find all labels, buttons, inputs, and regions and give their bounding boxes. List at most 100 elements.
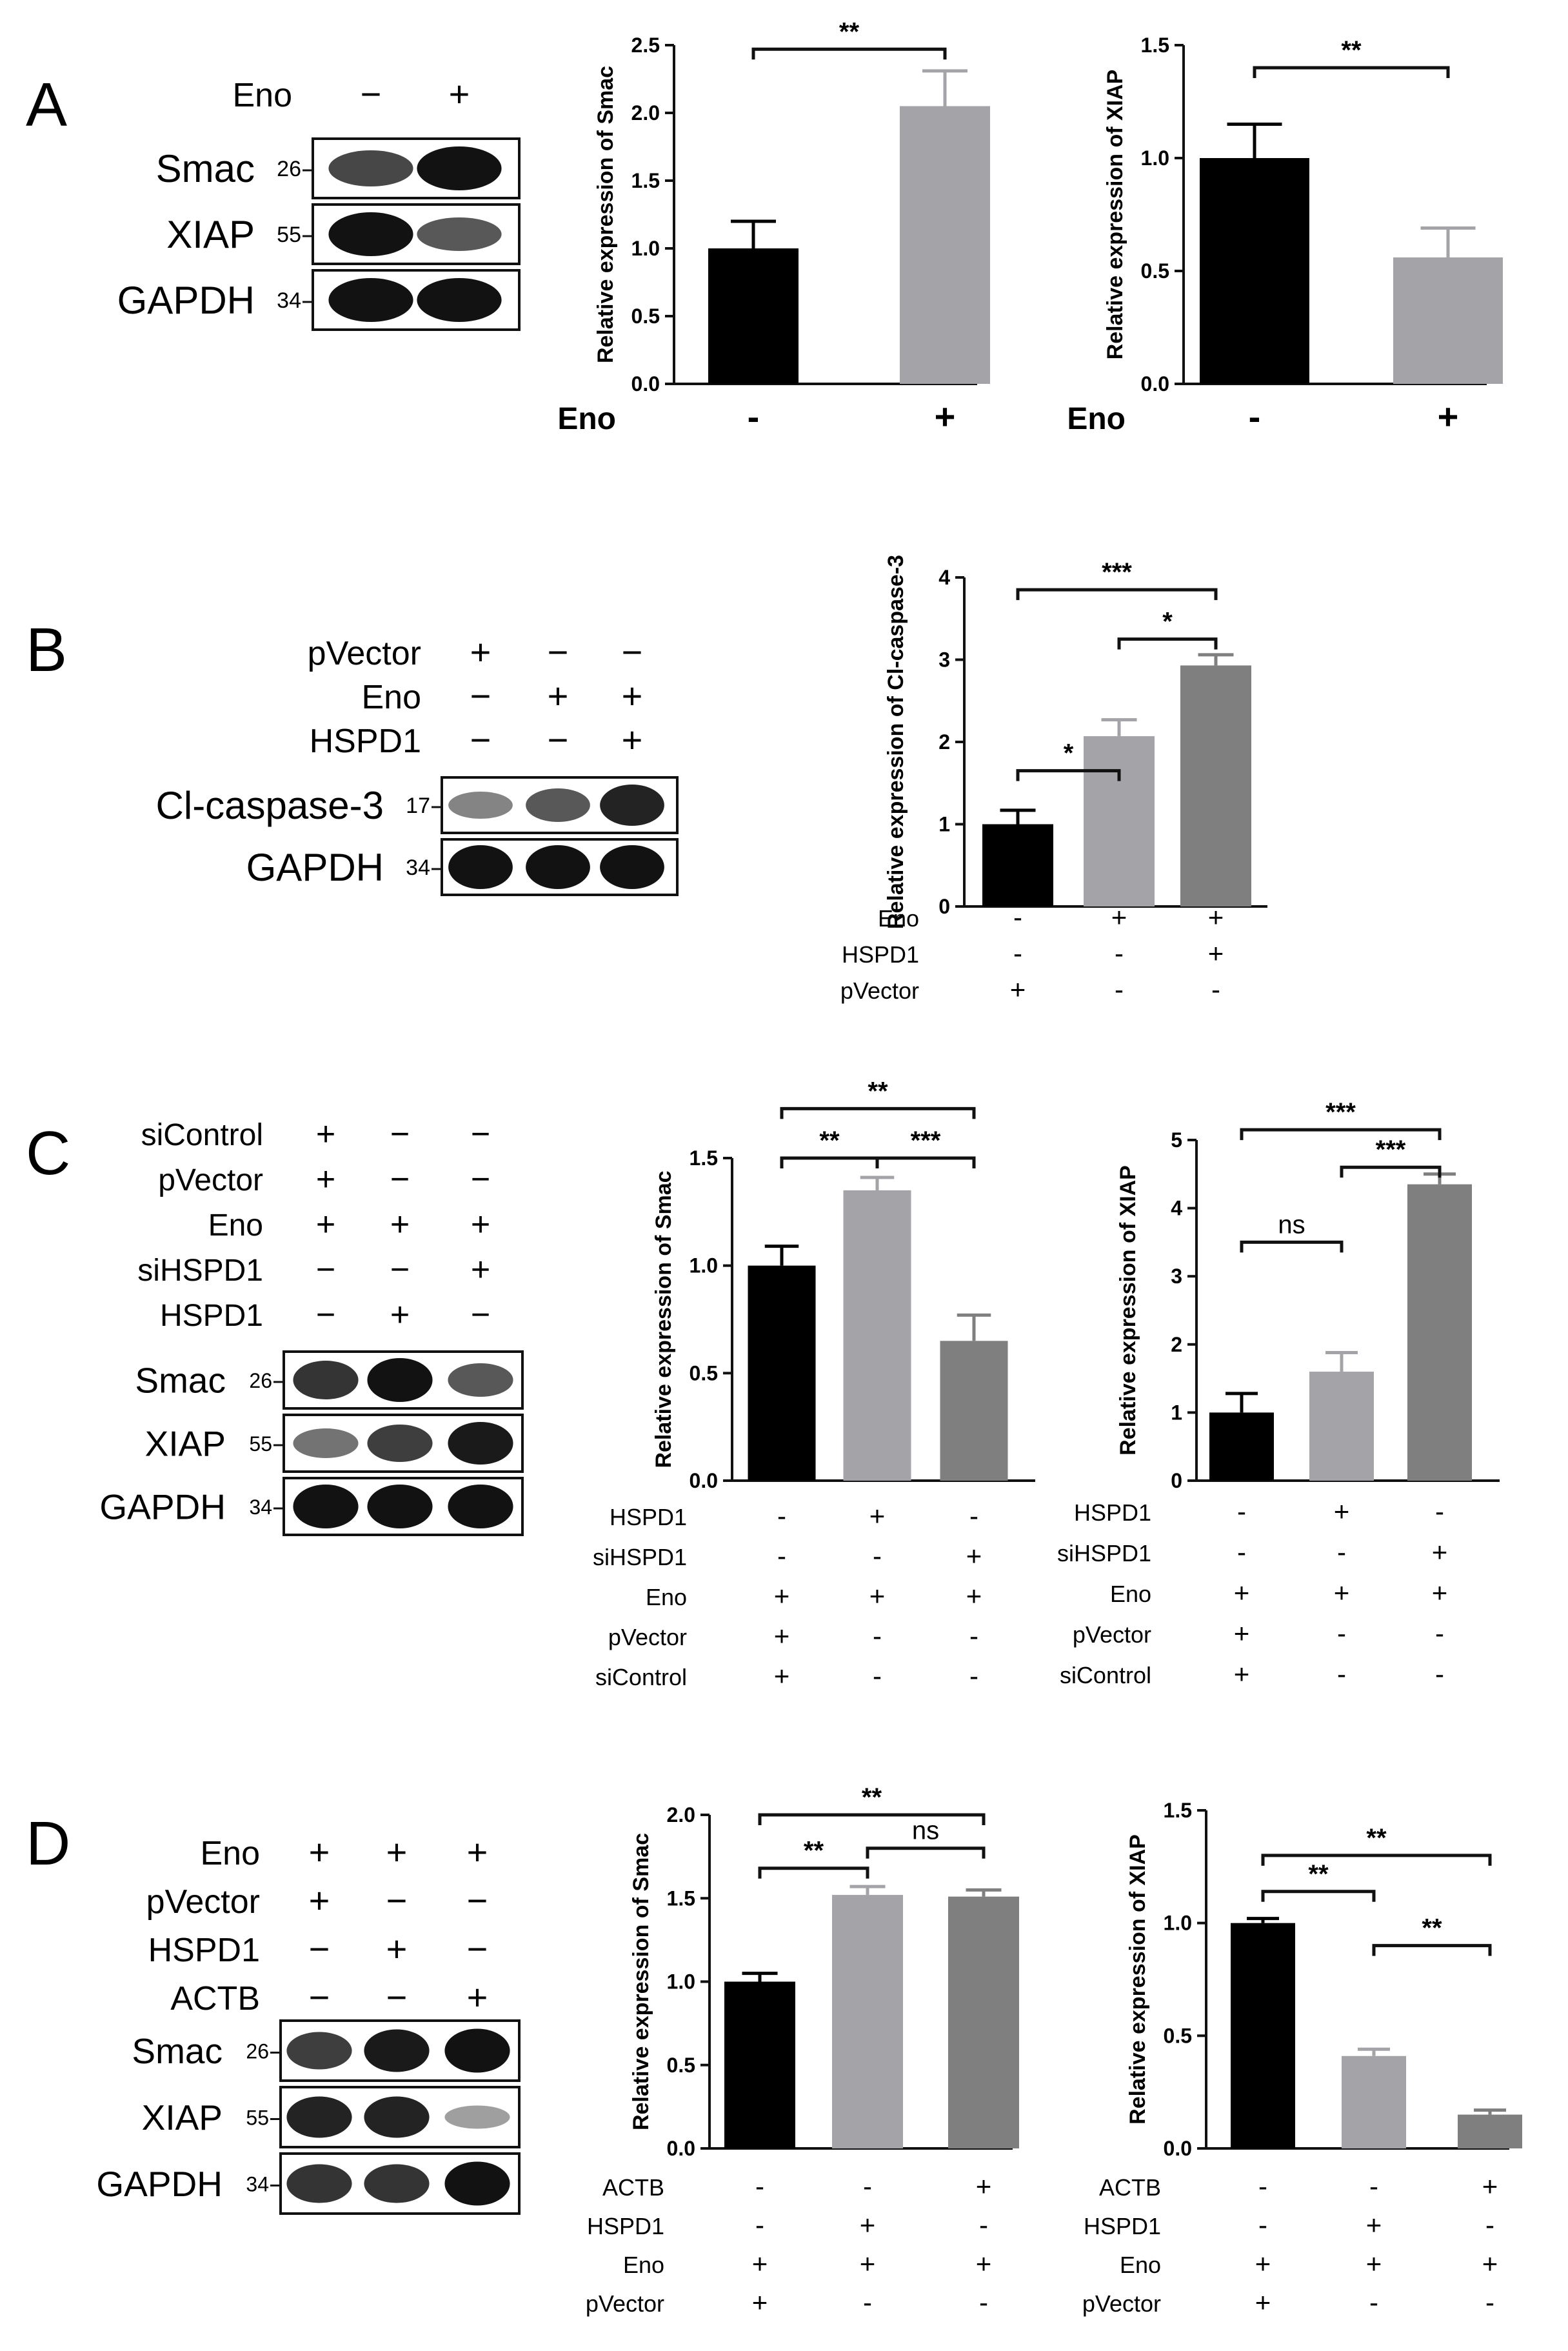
blot-condition-sign: + [316, 1161, 335, 1198]
condition-sign: - [873, 1661, 882, 1691]
condition-label: Eno [557, 402, 616, 436]
y-tick-label: 1.0 [690, 1254, 718, 1277]
condition-sign: + [860, 2248, 876, 2279]
blot-condition-sign: − [467, 1880, 488, 1921]
blot-condition-label: Eno [208, 1208, 263, 1243]
y-tick-label: 1 [1171, 1401, 1182, 1424]
condition-label: Eno [1120, 2252, 1161, 2278]
blot-condition-sign: − [316, 1251, 335, 1288]
y-tick-label: 1.0 [1164, 1912, 1192, 1935]
condition-sign: + [1334, 1496, 1350, 1526]
y-tick-label: 1.5 [1164, 1799, 1192, 1822]
blot-condition-sign: − [386, 1880, 408, 1921]
blot-mw-marker: 34 [406, 855, 430, 880]
significance-label: ** [1366, 1824, 1387, 1852]
condition-sign: + [1366, 2210, 1382, 2240]
condition-sign: + [1432, 1537, 1448, 1567]
y-tick-label: 5 [1171, 1128, 1182, 1152]
blot-condition-sign: + [309, 1880, 330, 1921]
western-blot: Eno + + + pVector + − − HSPD1 − + − ACTB − − + Smac 26 XIA… [96, 1832, 521, 2215]
condition-sign: - [1237, 1496, 1246, 1526]
y-tick-label: 0.0 [667, 2137, 695, 2160]
y-tick-label: 3 [1171, 1265, 1182, 1288]
significance-bracket [875, 1156, 976, 1168]
condition-sign: + [1010, 974, 1026, 1005]
significance-label: *** [1376, 1135, 1406, 1164]
condition-sign: + [1234, 1618, 1250, 1648]
blot-mw-marker: 34 [277, 288, 301, 313]
blot-condition-sign: + [386, 1928, 408, 1969]
condition-label: siControl [595, 1664, 687, 1690]
blot-band [293, 1485, 359, 1528]
panel-letter: D [26, 1809, 70, 1878]
blot-condition-label: ACTB [170, 1980, 260, 2017]
y-axis-label: Relative expression of XIAP [1103, 70, 1127, 360]
condition-sign: - [1115, 938, 1124, 968]
bar [843, 1190, 911, 1481]
blot-condition-sign: + [449, 74, 470, 114]
blot-condition-sign: − [386, 1977, 408, 2017]
y-axis-label: Relative expression of XIAP [1116, 1165, 1140, 1456]
condition-sign: + [1111, 902, 1127, 932]
blot-condition-label: pVector [308, 635, 421, 672]
y-tick-label: 0 [1171, 1469, 1182, 1492]
condition-sign: - [979, 2210, 988, 2240]
blot-band [526, 845, 590, 889]
bar [832, 1895, 903, 2148]
significance-label: ** [839, 17, 860, 46]
condition-sign: + [869, 1581, 886, 1611]
condition-sign: - [777, 1541, 786, 1571]
y-tick-label: 1.5 [690, 1146, 718, 1170]
blot-mw-marker: 26 [249, 1369, 272, 1392]
y-tick-label: 0.0 [1164, 2137, 1192, 2160]
blot-condition-sign: + [316, 1115, 335, 1153]
bar [1084, 736, 1155, 906]
condition-label: Eno [1110, 1581, 1151, 1607]
significance-bracket [1253, 66, 1450, 78]
blot-protein-label: Smac [132, 2031, 223, 2071]
condition-sign: - [969, 1621, 978, 1651]
condition-label: HSPD1 [610, 1504, 687, 1530]
condition-sign: - [1258, 2171, 1267, 2201]
blot-mw-marker: 55 [249, 1432, 272, 1456]
significance-bracket [1240, 1240, 1344, 1253]
y-tick-label: 0.5 [667, 2054, 695, 2077]
condition-sign: + [935, 396, 956, 437]
bar [1209, 1412, 1274, 1481]
blot-mw-marker: 55 [277, 223, 301, 247]
condition-label: Eno [623, 2252, 664, 2278]
condition-label: HSPD1 [1084, 2213, 1161, 2239]
blot-band [448, 1363, 513, 1397]
blot-condition-sign: + [390, 1206, 410, 1243]
condition-sign: - [755, 2171, 764, 2201]
condition-label: siControl [1060, 1662, 1151, 1688]
condition-sign: + [1482, 2171, 1498, 2201]
blot-protein-label: Smac [156, 147, 255, 190]
bar [724, 1981, 795, 2148]
significance-label: ** [862, 1783, 882, 1812]
significance-bracket [1340, 1165, 1442, 1178]
blot-band [526, 788, 590, 822]
blot-band [417, 146, 502, 190]
blot-condition-sign: + [622, 719, 643, 760]
western-blot: Eno − + Smac 26 XIAP 55 GAPDH 34 [117, 74, 521, 331]
condition-label: pVector [1082, 2290, 1161, 2317]
blot-protein-label: GAPDH [117, 279, 255, 322]
condition-sign: + [752, 2287, 768, 2317]
blot-condition-sign: − [470, 675, 491, 716]
y-tick-label: 0.0 [1141, 372, 1169, 395]
bar [948, 1896, 1019, 2148]
bar-chart: 0.0 0.5 1.0 1.5 Relative expression of Smac *… [593, 1077, 1035, 1691]
blot-band [417, 217, 502, 251]
condition-sign: + [976, 2171, 992, 2201]
significance-bracket [780, 1106, 976, 1119]
blot-condition-label: siControl [141, 1118, 263, 1152]
blot-condition-sign: − [390, 1251, 410, 1288]
blot-condition-sign: − [622, 632, 643, 672]
condition-label: HSPD1 [1074, 1499, 1151, 1526]
condition-sign: + [966, 1581, 982, 1611]
y-tick-label: 1.0 [1141, 146, 1169, 170]
condition-sign: - [1435, 1618, 1444, 1648]
condition-label: Eno [1067, 402, 1126, 436]
